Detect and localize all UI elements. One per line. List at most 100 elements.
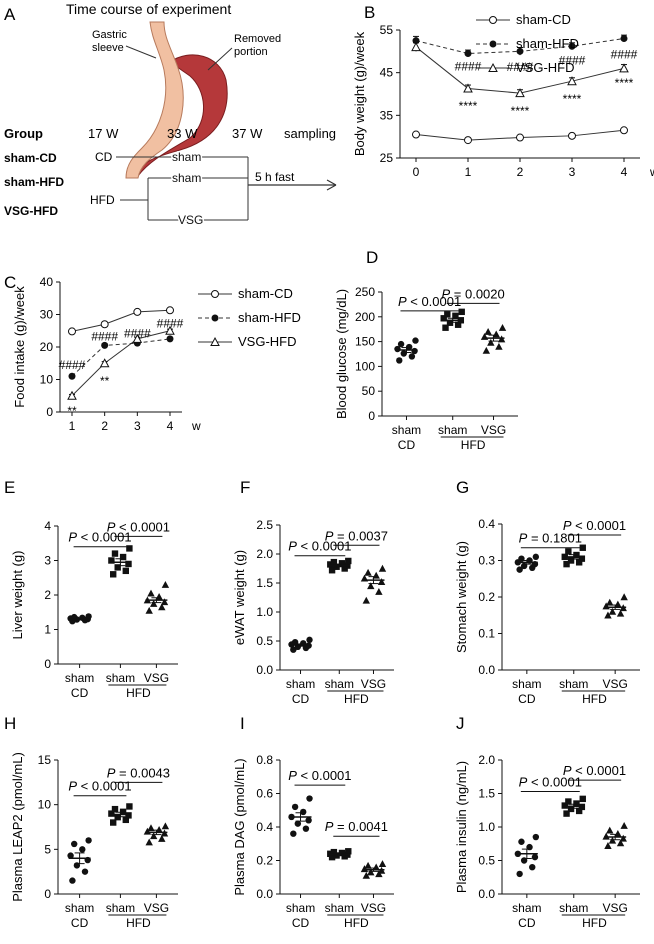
data-point bbox=[161, 580, 170, 588]
panel-letter: J bbox=[456, 714, 465, 733]
series-line bbox=[71, 309, 171, 332]
category-label: VSG bbox=[144, 901, 169, 915]
x-tick-label: 2 bbox=[101, 419, 108, 433]
y-tick-label: 5 bbox=[44, 842, 51, 856]
data-point bbox=[568, 131, 576, 140]
data-point bbox=[463, 83, 473, 93]
p-value-text: = 0.0041 bbox=[333, 819, 388, 834]
data-point bbox=[616, 839, 625, 847]
data-point bbox=[362, 596, 370, 604]
y-tick-label: 2 bbox=[44, 588, 51, 602]
y-tick-label: 250 bbox=[355, 285, 375, 299]
x-tick-label: 4 bbox=[621, 165, 628, 179]
data-point bbox=[375, 588, 383, 595]
data-point bbox=[338, 849, 346, 857]
data-point bbox=[444, 311, 451, 318]
stomach-illustration bbox=[125, 21, 233, 179]
header-17w: 17 W bbox=[88, 126, 119, 141]
legend-marker bbox=[489, 16, 497, 24]
y-tick-label: 1.5 bbox=[478, 787, 495, 801]
category-label: sham bbox=[286, 901, 315, 915]
p-value-label: P < 0.0001 bbox=[563, 763, 626, 778]
category-label: VSG bbox=[602, 677, 627, 691]
legend-label: VSG-HFD bbox=[516, 60, 575, 75]
data-point bbox=[67, 852, 74, 859]
p-symbol: P bbox=[288, 768, 297, 783]
removed-portion-shape bbox=[137, 54, 228, 178]
data-point bbox=[606, 598, 614, 606]
data-point bbox=[108, 810, 115, 817]
data-point bbox=[328, 853, 336, 861]
data-point bbox=[579, 544, 586, 551]
data-point bbox=[397, 340, 405, 348]
data-point bbox=[529, 864, 536, 871]
fast-label: 5 h fast bbox=[255, 170, 295, 184]
data-point bbox=[114, 564, 121, 571]
x-tick-label: 3 bbox=[134, 419, 141, 433]
x-tick-label: 1 bbox=[465, 165, 472, 179]
data-point bbox=[515, 88, 525, 98]
p-value-text: < 0.0001 bbox=[572, 518, 627, 533]
p-value-label: P < 0.0001 bbox=[519, 774, 582, 789]
data-point bbox=[602, 832, 610, 840]
data-point bbox=[345, 848, 352, 855]
data-point bbox=[111, 805, 119, 813]
panel-letter: D bbox=[366, 248, 378, 267]
category-label: sham bbox=[392, 423, 421, 437]
p-value-text: = 0.0037 bbox=[333, 528, 388, 543]
data-point bbox=[362, 871, 370, 879]
data-point bbox=[158, 834, 166, 842]
data-point bbox=[99, 358, 110, 368]
x-axis-title: w bbox=[191, 419, 201, 433]
data-point bbox=[306, 795, 313, 802]
panel-letter: F bbox=[240, 478, 250, 497]
panel-letter: G bbox=[456, 478, 469, 497]
y-tick-label: 100 bbox=[355, 359, 375, 373]
x-tick-label: 0 bbox=[413, 165, 420, 179]
fast-arrow-head bbox=[326, 179, 337, 191]
data-point bbox=[126, 545, 133, 552]
panel-a: A Time course of experiment Gastric sleev… bbox=[4, 1, 337, 229]
y-tick-label: 0.6 bbox=[256, 787, 273, 801]
y-tick-label: 4 bbox=[44, 519, 51, 533]
p-value-label: P < 0.0001 bbox=[288, 539, 351, 554]
diet-label-cd: CD bbox=[518, 692, 536, 706]
data-point bbox=[125, 560, 132, 568]
data-point bbox=[305, 817, 312, 824]
data-point bbox=[79, 846, 86, 853]
label-line: Gastric bbox=[92, 29, 127, 41]
data-point bbox=[81, 868, 89, 875]
data-point bbox=[294, 820, 302, 827]
y-axis-title: Blood glucose (mg/dL) bbox=[334, 289, 349, 419]
data-point bbox=[132, 333, 143, 343]
y-axis-title: Stomach weight (g) bbox=[454, 541, 469, 653]
significance-mark: #### bbox=[559, 54, 586, 68]
diet-label-cd: CD bbox=[71, 686, 89, 700]
y-tick-label: 1.0 bbox=[478, 820, 495, 834]
data-point bbox=[412, 337, 419, 344]
data-point bbox=[484, 327, 492, 335]
data-point bbox=[442, 324, 449, 331]
label-line: portion bbox=[234, 46, 268, 58]
category-label: sham bbox=[106, 671, 135, 685]
category-label: sham bbox=[559, 901, 588, 915]
category-label: sham bbox=[65, 901, 94, 915]
data-point bbox=[85, 613, 92, 620]
diet-label-cd: CD bbox=[71, 916, 89, 930]
y-axis-title: Plasma DAG (pmol/mL) bbox=[232, 758, 247, 895]
data-point bbox=[85, 837, 92, 844]
category-label: sham bbox=[325, 677, 354, 691]
data-point bbox=[532, 833, 540, 841]
p-value-label: P = 0.0043 bbox=[107, 765, 170, 780]
p-symbol: P bbox=[325, 528, 334, 543]
p-symbol: P bbox=[441, 286, 450, 301]
p-value-label: P = 0.0041 bbox=[325, 819, 388, 834]
y-tick-label: 40 bbox=[40, 275, 54, 289]
x-axis-title: w bbox=[649, 165, 654, 179]
data-point bbox=[372, 863, 380, 871]
p-symbol: P bbox=[398, 294, 407, 309]
data-point bbox=[620, 821, 628, 829]
